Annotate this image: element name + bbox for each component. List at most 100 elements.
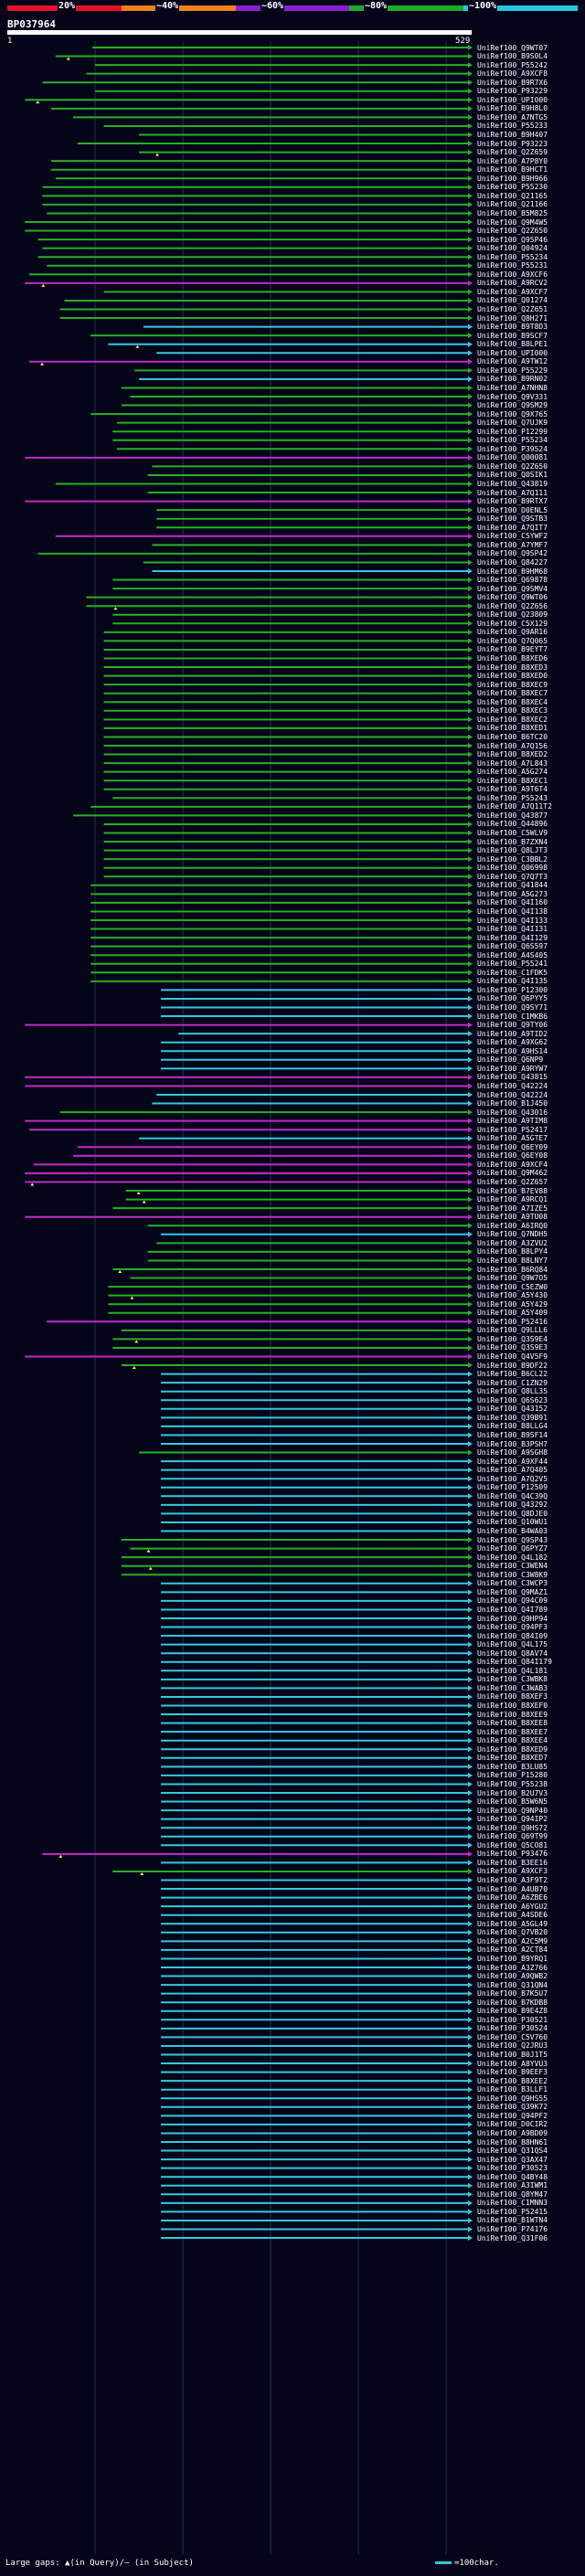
hit-link[interactable]: UniRef100_A7Q2V5	[477, 1474, 548, 1483]
hit-link[interactable]: UniRef100_P74176	[477, 2225, 548, 2233]
hit-link[interactable]: UniRef100_B9DF22	[477, 1361, 548, 1370]
hit-link[interactable]: UniRef100_B9H407	[477, 131, 548, 139]
hit-link[interactable]: UniRef100_B8XED2	[477, 750, 548, 759]
hit-link[interactable]: UniRef100_P30521	[477, 2015, 548, 2024]
hit-link[interactable]: UniRef100_B1WTN4	[477, 2216, 548, 2225]
hit-link[interactable]: UniRef100_Q9STB3	[477, 514, 548, 524]
hit-link[interactable]: UniRef100_B8XEC7	[477, 689, 548, 698]
hit-link[interactable]: UniRef100_Q39K72	[477, 2103, 548, 2112]
hit-link[interactable]: UniRef100_P52415	[477, 2207, 548, 2216]
hit-link[interactable]: UniRef100_Q8H271	[477, 313, 548, 323]
hit-link[interactable]: UniRef100_Q9SMV4	[477, 584, 548, 593]
hit-link[interactable]: UniRef100_A7Q156	[477, 741, 548, 750]
hit-link[interactable]: UniRef100_Q4L182	[477, 1553, 548, 1562]
hit-link[interactable]: UniRef100_A5GTE7	[477, 1134, 548, 1143]
hit-link[interactable]: UniRef100_Q9SM29	[477, 401, 548, 410]
hit-link[interactable]: UniRef100_Q9TY06	[477, 1021, 548, 1030]
hit-link[interactable]: UniRef100_Q4L181	[477, 1666, 548, 1675]
hit-link[interactable]: UniRef100_A3ZVU2	[477, 1238, 548, 1247]
hit-link[interactable]: UniRef100_Q2JRU3	[477, 2041, 548, 2051]
hit-link[interactable]: UniRef100_A9XCF3	[477, 1867, 548, 1876]
hit-link[interactable]: UniRef100_Q39B91	[477, 1413, 548, 1422]
hit-link[interactable]: UniRef100_Q9HS72	[477, 1823, 548, 1832]
hit-link[interactable]: UniRef100_B6TC20	[477, 732, 548, 741]
hit-link[interactable]: UniRef100_B9RN02	[477, 375, 548, 384]
hit-link[interactable]: UniRef100_Q8LL35	[477, 1387, 548, 1396]
hit-link[interactable]: UniRef100_Q94PF3	[477, 1623, 548, 1632]
hit-link[interactable]: UniRef100_B9HCT1	[477, 165, 548, 175]
hit-link[interactable]: UniRef100_B9EEF3	[477, 2068, 548, 2077]
hit-link[interactable]: UniRef100_C3WCP3	[477, 1579, 548, 1588]
hit-link[interactable]: UniRef100_Q43877	[477, 811, 548, 820]
hit-link[interactable]: UniRef100_UPI000	[477, 95, 548, 104]
hit-link[interactable]: UniRef100_B9E4Z8	[477, 2007, 548, 2016]
hit-link[interactable]: UniRef100_A7Q405	[477, 1466, 548, 1475]
hit-link[interactable]: UniRef100_A3F9T2	[477, 1876, 548, 1884]
hit-link[interactable]: UniRef100_Q7NDH5	[477, 1230, 548, 1239]
hit-link[interactable]: UniRef100_A9SGH8	[477, 1448, 548, 1458]
hit-link[interactable]: UniRef100_A9RYW7	[477, 1064, 548, 1073]
hit-link[interactable]: UniRef100_B3EE16	[477, 1858, 548, 1867]
hit-link[interactable]: UniRef100_B7KDB8	[477, 1998, 548, 2007]
hit-link[interactable]: UniRef100_Q94IP2	[477, 1815, 548, 1824]
hit-link[interactable]: UniRef100_B8LLG4	[477, 1422, 548, 1431]
hit-link[interactable]: UniRef100_Q3S9E4	[477, 1334, 548, 1343]
hit-link[interactable]: UniRef100_B8XED0	[477, 672, 548, 681]
hit-link[interactable]: UniRef100_B2U7V3	[477, 1788, 548, 1797]
hit-link[interactable]: UniRef100_B8XED9	[477, 1744, 548, 1754]
hit-link[interactable]: UniRef100_Q2Z650	[477, 461, 548, 471]
hit-link[interactable]: UniRef100_B8XEF3	[477, 1692, 548, 1701]
hit-link[interactable]: UniRef100_B6RQ84	[477, 1265, 548, 1274]
hit-link[interactable]: UniRef100_Q9WT07	[477, 43, 548, 52]
hit-link[interactable]: UniRef100_A9XF44	[477, 1457, 548, 1466]
hit-link[interactable]: UniRef100_Q4I129	[477, 933, 548, 942]
hit-link[interactable]: UniRef100_C1FDK5	[477, 968, 548, 977]
hit-link[interactable]: UniRef100_A4UB70	[477, 1884, 548, 1893]
hit-link[interactable]: UniRef100_Q4I789	[477, 1605, 548, 1614]
hit-link[interactable]: UniRef100_P55242	[477, 60, 548, 69]
hit-link[interactable]: UniRef100_Q42224	[477, 1081, 548, 1090]
hit-link[interactable]: UniRef100_A9T6T4	[477, 785, 548, 794]
hit-link[interactable]: UniRef100_B9HM68	[477, 567, 548, 576]
hit-link[interactable]: UniRef100_A7Q11T2	[477, 802, 552, 811]
hit-link[interactable]: UniRef100_Q2Z651	[477, 305, 548, 313]
hit-link[interactable]: UniRef100_Q4BY48	[477, 2172, 548, 2181]
hit-link[interactable]: UniRef100_A9HS14	[477, 1046, 548, 1055]
hit-link[interactable]: UniRef100_Q8DJE0	[477, 1509, 548, 1518]
hit-link[interactable]: UniRef100_A7NTG5	[477, 112, 548, 122]
hit-link[interactable]: UniRef100_A6YGU2	[477, 1902, 548, 1911]
hit-link[interactable]: UniRef100_A9XCF6	[477, 270, 548, 279]
hit-link[interactable]: UniRef100_A9RCQ1	[477, 1195, 548, 1204]
hit-link[interactable]: UniRef100_A9TU08	[477, 1213, 548, 1222]
hit-link[interactable]: UniRef100_Q84227	[477, 557, 548, 567]
hit-link[interactable]: UniRef100_Q4I131	[477, 925, 548, 934]
hit-link[interactable]: UniRef100_A9XCF4	[477, 1160, 548, 1169]
hit-link[interactable]: UniRef100_A9TID2	[477, 1029, 548, 1038]
hit-link[interactable]: UniRef100_Q01274	[477, 296, 548, 305]
hit-link[interactable]: UniRef100_Q6PYY5	[477, 994, 548, 1003]
hit-link[interactable]: UniRef100_B9R7X6	[477, 78, 548, 87]
hit-link[interactable]: UniRef100_Q94PF2	[477, 2111, 548, 2120]
hit-link[interactable]: UniRef100_Q21166	[477, 200, 548, 209]
hit-link[interactable]: UniRef100_Q9SP43	[477, 1535, 548, 1544]
hit-link[interactable]: UniRef100_Q10WU1	[477, 1518, 548, 1527]
hit-link[interactable]: UniRef100_Q94C09	[477, 1596, 548, 1606]
hit-link[interactable]: UniRef100_Q41844	[477, 881, 548, 890]
hit-link[interactable]: UniRef100_B8XEC2	[477, 715, 548, 724]
hit-link[interactable]: UniRef100_P55233	[477, 122, 548, 131]
hit-link[interactable]: UniRef100_B9EYT7	[477, 645, 548, 654]
hit-link[interactable]: UniRef100_Q9M462	[477, 1169, 548, 1178]
hit-link[interactable]: UniRef100_P55234	[477, 436, 548, 445]
hit-link[interactable]: UniRef100_Q7Q7T3	[477, 872, 548, 881]
hit-link[interactable]: UniRef100_Q43819	[477, 480, 548, 488]
hit-link[interactable]: UniRef100_Q9MAZ1	[477, 1587, 548, 1596]
hit-link[interactable]: UniRef100_B8LNY7	[477, 1256, 548, 1265]
hit-link[interactable]: UniRef100_Q95P46	[477, 235, 548, 244]
hit-link[interactable]: UniRef100_Q23809	[477, 610, 548, 620]
hit-link[interactable]: UniRef100_P30523	[477, 2164, 548, 2173]
hit-link[interactable]: UniRef100_Q9V331	[477, 392, 548, 401]
hit-link[interactable]: UniRef100_Q2Z659	[477, 148, 548, 157]
hit-link[interactable]: UniRef100_Q2Z657	[477, 1178, 548, 1186]
hit-link[interactable]: UniRef100_Q3S9E3	[477, 1343, 548, 1352]
hit-link[interactable]: UniRef100_P12299	[477, 427, 548, 436]
